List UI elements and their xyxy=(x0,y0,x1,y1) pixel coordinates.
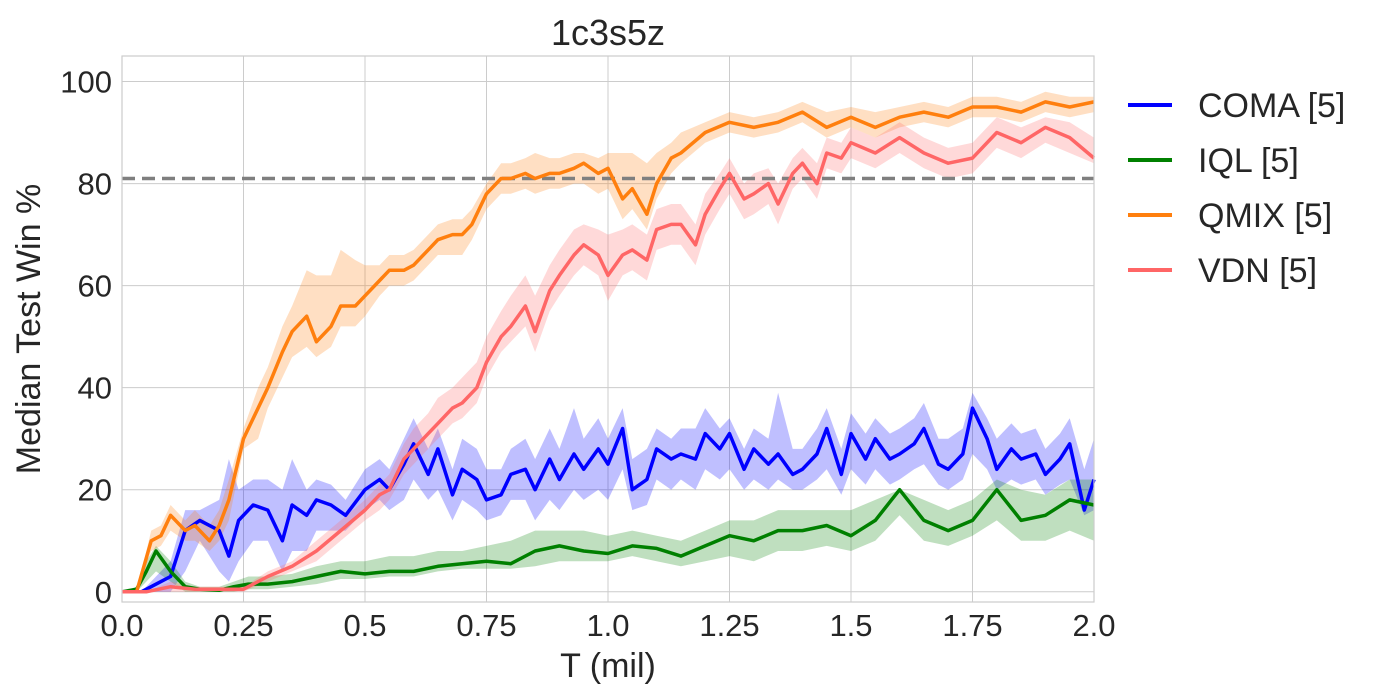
x-tick-labels: 0.0 0.25 0.5 0.75 1.0 1.25 1.5 1.75 2.0 xyxy=(100,608,1115,643)
x-tick-label: 1.5 xyxy=(829,608,872,643)
legend-label: QMIX [5] xyxy=(1198,197,1332,235)
series-band-1 xyxy=(122,479,1094,592)
x-tick-label: 0.5 xyxy=(343,608,386,643)
legend-label: COMA [5] xyxy=(1198,87,1345,125)
x-tick-label: 1.75 xyxy=(942,608,1002,643)
y-tick-labels: 0 20 40 60 80 100 xyxy=(60,65,112,610)
y-tick-label: 20 xyxy=(78,473,112,508)
y-tick-label: 100 xyxy=(60,65,112,100)
series-line-2 xyxy=(122,100,1095,594)
y-tick-label: 0 xyxy=(95,575,112,610)
grid xyxy=(121,56,1095,602)
x-tick-label: 0.25 xyxy=(213,608,273,643)
y-tick-label: 40 xyxy=(78,371,112,406)
plot-frame xyxy=(121,55,1095,603)
x-tick-label: 1.25 xyxy=(699,608,759,643)
series-lines xyxy=(121,100,1096,594)
x-tick-label: 2.0 xyxy=(1072,608,1115,643)
x-axis-label: T (mil) xyxy=(560,647,656,685)
legend-label: IQL [5] xyxy=(1198,142,1299,180)
legend: COMA [5] IQL [5] QMIX [5] VDN [5] xyxy=(1128,87,1345,290)
y-tick-label: 80 xyxy=(78,167,112,202)
y-tick-label: 60 xyxy=(78,269,112,304)
x-tick-label: 1.0 xyxy=(586,608,629,643)
series-line-0 xyxy=(122,406,1096,594)
series-line-3 xyxy=(122,125,1096,594)
chart-title: 1c3s5z xyxy=(551,12,665,53)
series-band-0 xyxy=(122,392,1094,592)
x-tick-label: 0.0 xyxy=(100,608,143,643)
y-axis-label: Median Test Win % xyxy=(10,184,48,474)
legend-label: VDN [5] xyxy=(1198,252,1317,290)
x-tick-label: 0.75 xyxy=(456,608,516,643)
